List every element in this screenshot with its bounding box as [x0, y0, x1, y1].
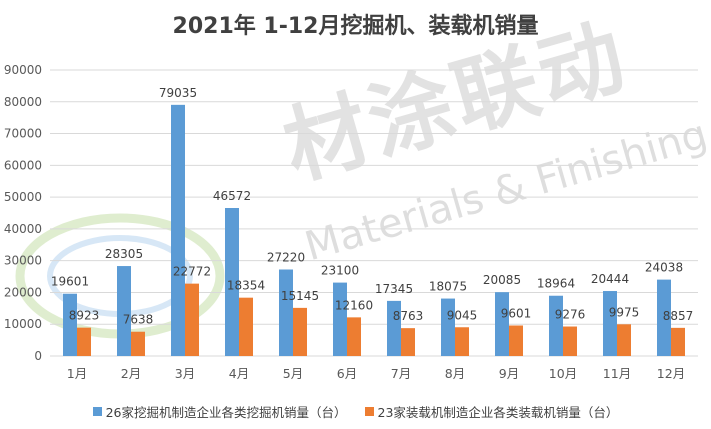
x-tick-label: 11月: [603, 366, 631, 381]
data-label-series-2: 8923: [69, 309, 100, 323]
data-label-series-2: 12160: [335, 298, 373, 312]
x-tick-label: 6月: [337, 366, 357, 381]
bar-series-2: [563, 326, 577, 356]
bar-series-1: [441, 298, 455, 356]
data-label-series-2: 9601: [501, 306, 532, 320]
data-label-series-1: 17345: [375, 282, 413, 296]
data-label-series-1: 46572: [213, 189, 251, 203]
data-label-series-2: 8857: [663, 309, 694, 323]
y-tick-label: 50000: [4, 190, 42, 204]
x-tick-label: 3月: [175, 366, 195, 381]
legend-item-series-2: 23家装载机制造企业各类装载机销量（台）: [364, 402, 619, 421]
bar-series-2: [131, 331, 145, 356]
x-tick-label: 7月: [391, 366, 411, 381]
x-tick-label: 8月: [445, 366, 465, 381]
data-label-series-2: 7638: [123, 313, 154, 327]
data-label-series-1: 20444: [591, 272, 629, 286]
bar-series-2: [185, 283, 199, 356]
legend-swatch-series-2: [364, 407, 374, 416]
bar-series-1: [279, 269, 293, 356]
data-label-series-1: 18964: [537, 277, 575, 291]
bar-series-1: [171, 104, 185, 356]
bar-series-2: [401, 328, 415, 356]
x-tick-label: 4月: [229, 366, 249, 381]
bar-series-1: [117, 266, 131, 356]
bar-series-1: [657, 279, 671, 356]
data-label-series-1: 20085: [483, 273, 521, 287]
legend-label-series-1: 26家挖掘机制造企业各类挖掘机销量（台）: [105, 405, 347, 420]
y-tick-label: 30000: [4, 254, 42, 268]
y-tick-label: 80000: [4, 95, 42, 109]
x-tick-label: 10月: [549, 366, 577, 381]
bar-series-2: [77, 327, 91, 356]
data-label-series-1: 28305: [105, 247, 143, 261]
x-tick-label: 1月: [67, 366, 87, 381]
data-label-series-1: 23100: [321, 264, 359, 278]
bar-series-2: [347, 317, 361, 356]
bar-series-1: [495, 292, 509, 356]
y-tick-label: 90000: [4, 63, 42, 77]
bar-series-1: [549, 295, 563, 356]
data-label-series-1: 18075: [429, 280, 467, 294]
x-tick-label: 12月: [657, 366, 685, 381]
legend: 26家挖掘机制造企业各类挖掘机销量（台） 23家装载机制造企业各类装载机销量（台…: [0, 402, 711, 421]
bar-series-1: [387, 300, 401, 356]
x-tick-label: 9月: [499, 366, 519, 381]
x-tick-label: 5月: [283, 366, 303, 381]
legend-label-series-2: 23家装载机制造企业各类装载机销量（台）: [377, 405, 619, 420]
bar-series-1: [603, 291, 617, 356]
y-tick-label: 70000: [4, 127, 42, 141]
legend-item-series-1: 26家挖掘机制造企业各类挖掘机销量（台）: [92, 402, 347, 421]
bar-series-2: [293, 307, 307, 356]
y-tick-label: 10000: [4, 317, 42, 331]
data-label-series-2: 8763: [393, 309, 424, 323]
bar-series-2: [509, 325, 523, 356]
y-tick-label: 0: [34, 349, 42, 363]
data-label-series-2: 9045: [447, 308, 478, 322]
chart-title: 2021年 1-12月挖掘机、装载机销量: [172, 14, 539, 39]
data-label-series-2: 18354: [227, 279, 265, 293]
data-label-series-1: 19601: [51, 275, 89, 289]
y-tick-label: 60000: [4, 158, 42, 172]
y-tick-label: 20000: [4, 285, 42, 299]
data-label-series-2: 9975: [609, 305, 640, 319]
bar-series-2: [455, 327, 469, 356]
y-tick-label: 40000: [4, 222, 42, 236]
data-label-series-2: 9276: [555, 308, 586, 322]
bar-series-2: [239, 297, 253, 356]
bar-series-1: [225, 208, 239, 356]
x-tick-label: 2月: [121, 366, 141, 381]
bar-series-2: [617, 324, 631, 356]
bar-series-1: [333, 282, 347, 356]
data-label-series-1: 24038: [645, 261, 683, 275]
data-label-series-1: 79035: [159, 86, 197, 100]
legend-swatch-series-1: [92, 407, 102, 416]
data-label-series-2: 15145: [281, 289, 319, 303]
data-label-series-2: 22772: [173, 265, 211, 279]
bar-series-2: [671, 327, 685, 356]
bar-series-1: [63, 293, 77, 356]
data-label-series-1: 27220: [267, 251, 305, 265]
